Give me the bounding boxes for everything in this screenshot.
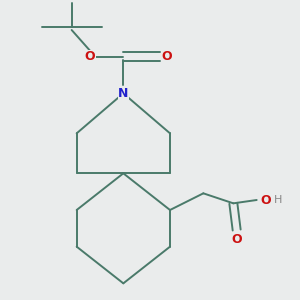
Text: O: O: [162, 50, 172, 63]
Text: O: O: [260, 194, 271, 206]
Text: O: O: [85, 50, 95, 63]
Text: H: H: [274, 195, 283, 205]
Text: N: N: [118, 87, 128, 100]
Text: O: O: [231, 233, 242, 246]
